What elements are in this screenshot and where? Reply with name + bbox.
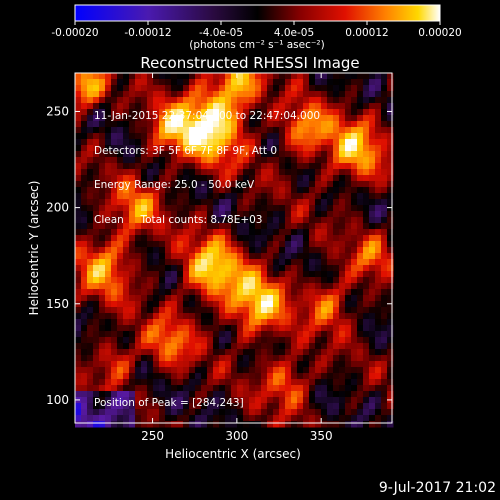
heatmap-image: [75, 73, 394, 428]
colorbar-tick-label: 0.00020: [418, 27, 461, 39]
colorbar: [74, 4, 441, 22]
info-detectors: Detectors: 3F 5F 6F 7F 8F 9F, Att 0: [94, 144, 278, 157]
y-tick-label: 200: [46, 201, 69, 215]
y-axis-label: Heliocentric Y (arcsec): [27, 181, 41, 316]
info-time-range: 11-Jan-2015 22:37:04.000 to 22:47:04.000: [94, 110, 321, 122]
x-tick-label: 300: [225, 429, 248, 443]
y-tick-label: 250: [46, 104, 69, 118]
x-axis-label: Heliocentric X (arcsec): [165, 447, 301, 461]
x-axis: 250 300 350: [141, 73, 333, 443]
plot-frame: [74, 72, 393, 424]
colorbar-unit-label: (photons cm⁻² s⁻¹ asec⁻²): [189, 39, 324, 51]
colorbar-tick-label: -4.0e-05: [199, 27, 243, 39]
footer-date: 9-Jul-2017 21:02: [378, 480, 496, 496]
y-tick-label: 100: [46, 393, 69, 407]
colorbar-ticks: -0.00020 -0.00012 -4.0e-05 4.0e-05 0.00012 0.…: [51, 21, 462, 39]
colorbar-tick-label: 4.0e-05: [274, 27, 314, 39]
y-axis: 100 150 200 250: [46, 104, 392, 407]
info-block: 11-Jan-2015 22:37:04.000 to 22:47:04.000…: [94, 88, 320, 238]
peak-marker: [206, 121, 213, 128]
colorbar-tick-label: -0.00020: [51, 27, 98, 39]
chart-title: Reconstructed RHESSI Image: [140, 54, 359, 72]
x-tick-label: 350: [310, 429, 333, 443]
info-energy-range: Energy Range: 25.0 - 50.0 keV: [94, 179, 255, 191]
colorbar-tick-label: 0.00012: [345, 27, 388, 39]
colorbar-tick-label: -0.00012: [124, 27, 171, 39]
info-counts: Clean Total counts: 8.78E+03: [94, 213, 263, 226]
x-tick-label: 250: [141, 429, 164, 443]
peak-position-label: Position of Peak = [284,243]: [94, 397, 244, 409]
y-tick-label: 150: [46, 297, 69, 311]
